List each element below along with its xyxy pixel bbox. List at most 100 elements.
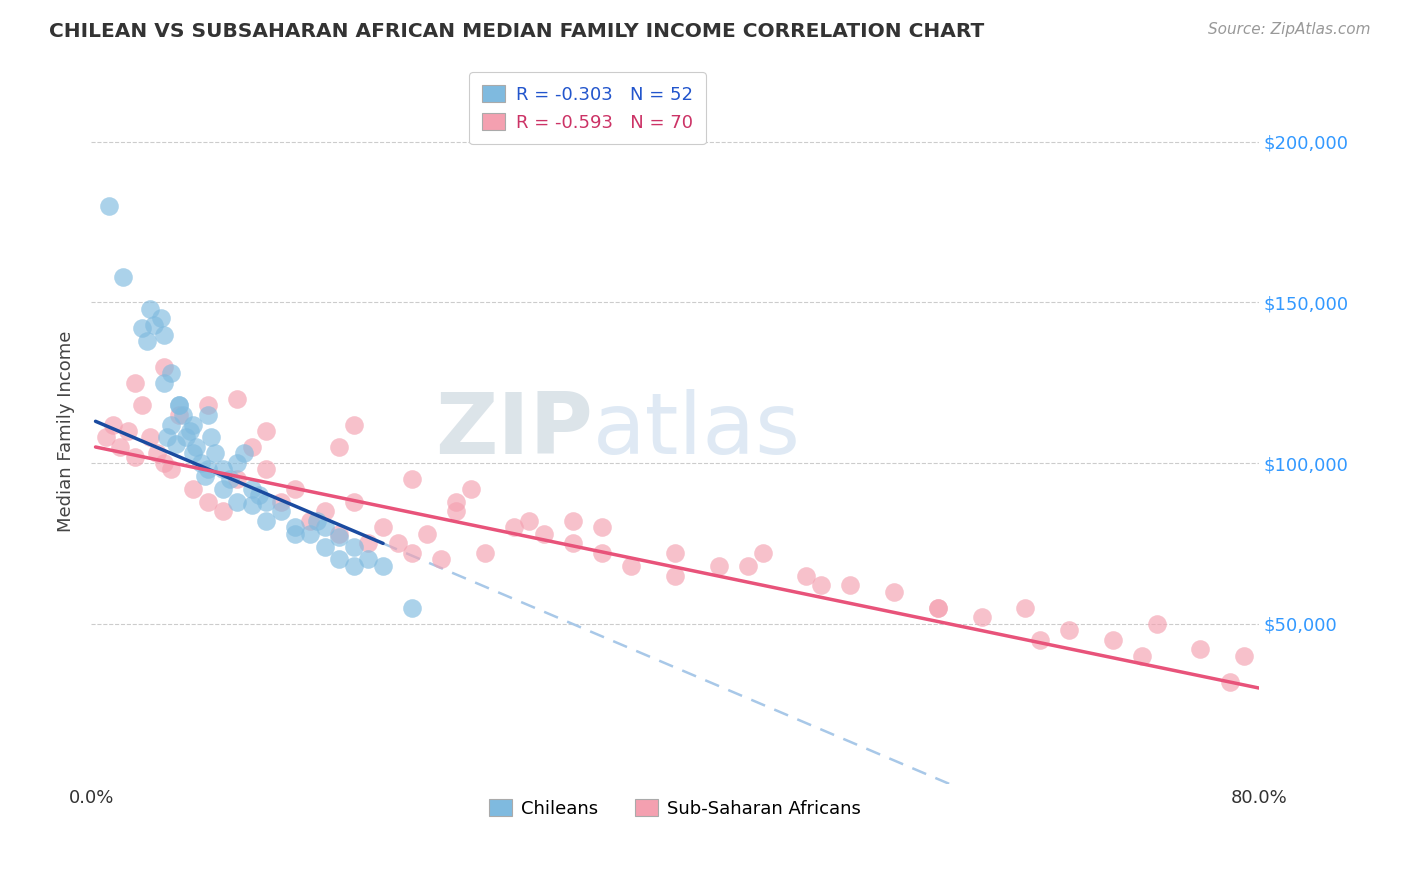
Point [179, 424, 201, 438]
Point [226, 456, 249, 470]
Point [371, 558, 394, 573]
Point [194, 469, 217, 483]
Text: ZIP: ZIP [436, 390, 593, 473]
Point [254, 424, 277, 438]
Point [160, 366, 183, 380]
Point [357, 536, 380, 550]
Point [343, 417, 366, 432]
Point [299, 514, 322, 528]
Point [218, 472, 240, 486]
Point [401, 546, 423, 560]
Point [165, 437, 187, 451]
Point [138, 430, 160, 444]
Point [591, 520, 613, 534]
Point [591, 546, 613, 560]
Point [430, 552, 453, 566]
Point [160, 462, 183, 476]
Point [131, 398, 153, 412]
Point [927, 600, 949, 615]
Point [561, 514, 583, 528]
Legend: Chileans, Sub-Saharan Africans: Chileans, Sub-Saharan Africans [482, 791, 869, 825]
Point [270, 494, 292, 508]
Point [190, 456, 212, 470]
Point [160, 417, 183, 432]
Point [1233, 648, 1256, 663]
Point [97, 199, 120, 213]
Point [357, 552, 380, 566]
Point [240, 498, 263, 512]
Point [270, 504, 292, 518]
Point [181, 417, 204, 432]
Point [387, 536, 409, 550]
Point [167, 398, 190, 412]
Point [664, 546, 686, 560]
Point [1146, 616, 1168, 631]
Point [101, 417, 124, 432]
Point [153, 327, 176, 342]
Point [561, 536, 583, 550]
Y-axis label: Median Family Income: Median Family Income [58, 330, 75, 532]
Point [533, 526, 555, 541]
Point [150, 311, 173, 326]
Point [664, 568, 686, 582]
Point [254, 514, 277, 528]
Point [247, 488, 270, 502]
Text: CHILEAN VS SUBSAHARAN AFRICAN MEDIAN FAMILY INCOME CORRELATION CHART: CHILEAN VS SUBSAHARAN AFRICAN MEDIAN FAM… [49, 22, 984, 41]
Point [131, 321, 153, 335]
Point [401, 600, 423, 615]
Point [1029, 632, 1052, 647]
Point [142, 318, 165, 332]
Point [751, 546, 773, 560]
Point [503, 520, 526, 534]
Point [174, 430, 197, 444]
Point [444, 494, 467, 508]
Point [444, 504, 467, 518]
Point [314, 540, 336, 554]
Point [226, 392, 249, 406]
Point [343, 494, 366, 508]
Text: Source: ZipAtlas.com: Source: ZipAtlas.com [1208, 22, 1371, 37]
Point [307, 514, 329, 528]
Point [883, 584, 905, 599]
Point [299, 526, 322, 541]
Point [284, 526, 307, 541]
Point [156, 430, 179, 444]
Point [517, 514, 540, 528]
Point [796, 568, 818, 582]
Point [1102, 632, 1125, 647]
Point [810, 578, 832, 592]
Point [181, 446, 204, 460]
Point [146, 446, 169, 460]
Point [200, 430, 222, 444]
Point [284, 520, 307, 534]
Point [197, 408, 219, 422]
Point [197, 494, 219, 508]
Point [211, 482, 233, 496]
Point [416, 526, 439, 541]
Point [401, 472, 423, 486]
Point [328, 440, 350, 454]
Point [167, 408, 190, 422]
Point [737, 558, 759, 573]
Point [328, 526, 350, 541]
Point [314, 520, 336, 534]
Point [124, 376, 146, 390]
Point [1057, 623, 1080, 637]
Point [226, 472, 249, 486]
Point [226, 494, 249, 508]
Point [1219, 674, 1241, 689]
Text: atlas: atlas [593, 390, 801, 473]
Point [240, 440, 263, 454]
Point [197, 462, 219, 476]
Point [112, 269, 135, 284]
Point [94, 430, 117, 444]
Point [197, 398, 219, 412]
Point [1189, 642, 1212, 657]
Point [233, 446, 256, 460]
Point [172, 408, 194, 422]
Point [211, 462, 233, 476]
Point [181, 482, 204, 496]
Point [970, 610, 993, 624]
Point [211, 504, 233, 518]
Point [254, 462, 277, 476]
